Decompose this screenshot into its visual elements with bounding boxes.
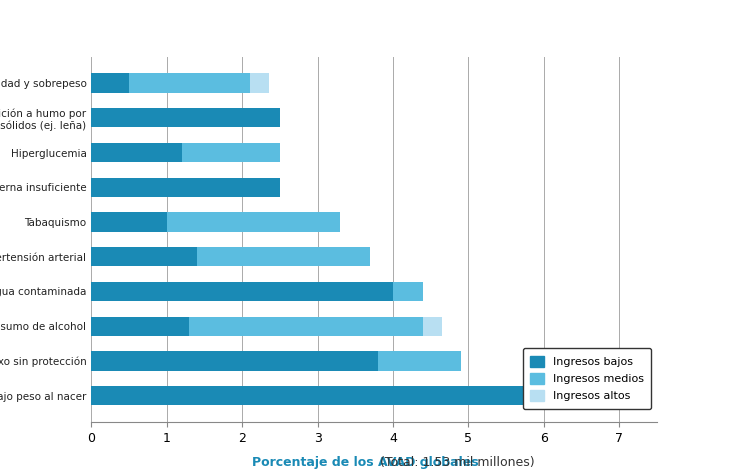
- Bar: [166, 212, 340, 232]
- Bar: [91, 178, 280, 197]
- Bar: [250, 73, 269, 92]
- Bar: [423, 317, 442, 336]
- Bar: [129, 73, 250, 92]
- Bar: [91, 73, 129, 92]
- Text: Porcentaje de los AVAD globales: Porcentaje de los AVAD globales: [252, 456, 478, 469]
- Bar: [91, 351, 378, 371]
- Bar: [91, 282, 393, 301]
- Bar: [91, 386, 544, 405]
- Bar: [544, 386, 582, 405]
- Bar: [182, 143, 280, 162]
- Bar: [197, 247, 370, 266]
- Bar: [91, 247, 197, 266]
- Bar: [378, 351, 461, 371]
- Bar: [91, 212, 166, 232]
- Bar: [91, 143, 182, 162]
- Bar: [91, 317, 189, 336]
- Bar: [393, 282, 423, 301]
- Legend: Ingresos bajos, Ingresos medios, Ingresos altos: Ingresos bajos, Ingresos medios, Ingreso…: [523, 348, 651, 409]
- Bar: [189, 317, 423, 336]
- Text: (Total: 1.53 mil millones): (Total: 1.53 mil millones): [196, 456, 534, 469]
- Bar: [91, 108, 280, 128]
